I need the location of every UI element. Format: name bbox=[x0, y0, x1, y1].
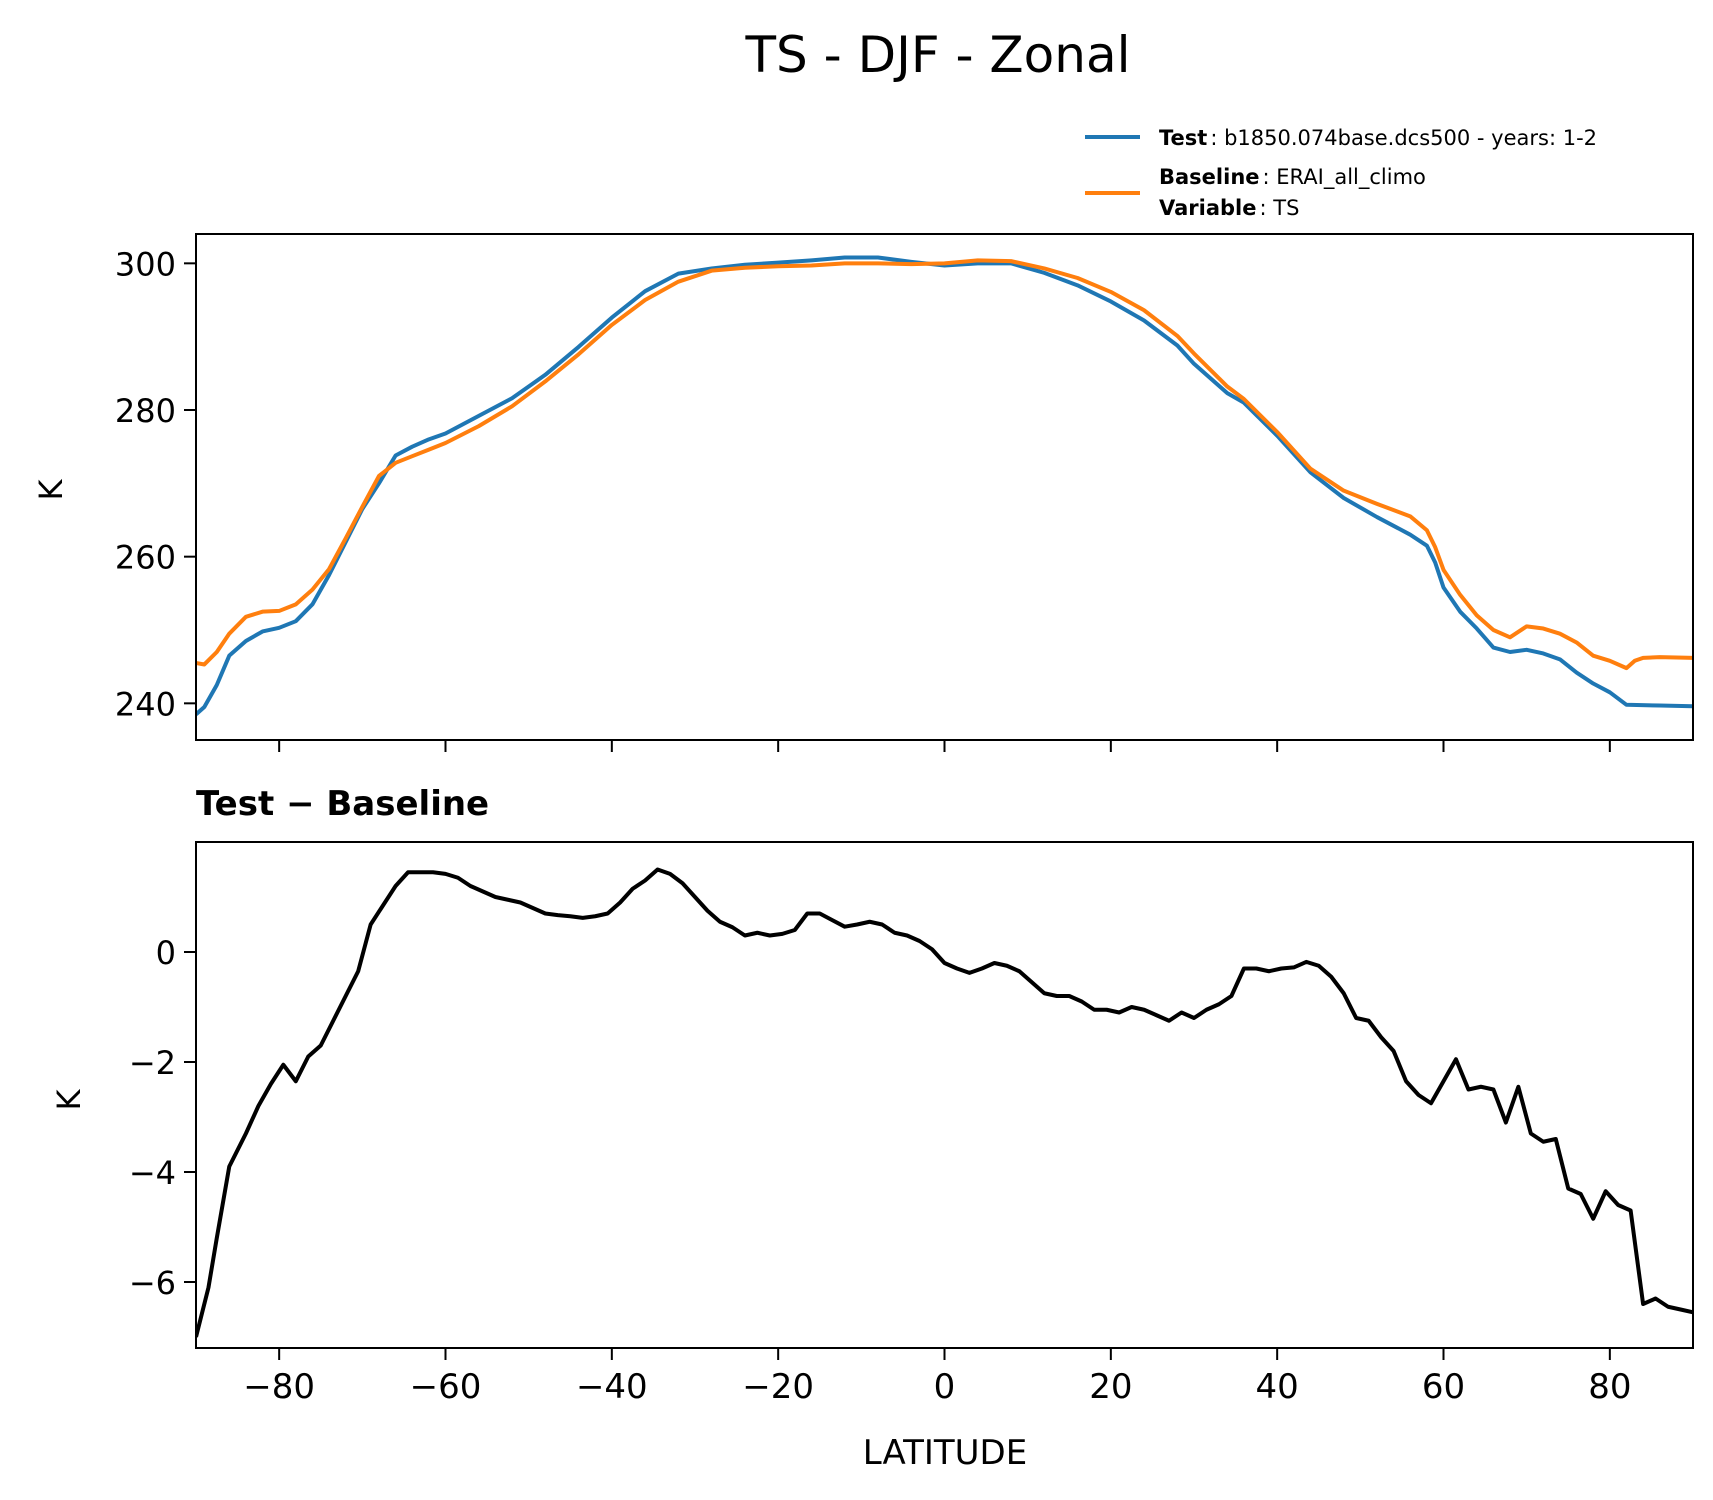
x-tick-label: 40 bbox=[1256, 1367, 1299, 1407]
top-ylabel: K bbox=[32, 478, 70, 500]
legend-baseline-value: : ERAI_all_climo bbox=[1263, 165, 1426, 190]
x-tick-label: 60 bbox=[1422, 1367, 1465, 1407]
svg-text:Variable: TS: Variable: TS bbox=[1159, 196, 1299, 220]
legend-test-value: : b1850.074base.dcs500 - years: 1-2 bbox=[1210, 126, 1597, 150]
y-tick-label: 240 bbox=[115, 685, 176, 723]
legend-test-key: Test bbox=[1159, 126, 1207, 150]
svg-text:Baseline: ERAI_all_climo: Baseline: ERAI_all_climo bbox=[1159, 165, 1426, 190]
y-tick-label: 260 bbox=[115, 539, 176, 577]
top-panel: 240 260 280 300 bbox=[115, 233, 1694, 752]
y-tick-label: −2 bbox=[129, 1044, 176, 1082]
svg-text:Test: b1850.074base.dcs500 - y: Test: b1850.074base.dcs500 - years: 1-2 bbox=[1159, 126, 1597, 150]
y-tick-label: −6 bbox=[129, 1264, 176, 1302]
bottom-title: Test − Baseline bbox=[196, 784, 489, 824]
x-tick-label: −20 bbox=[742, 1367, 814, 1407]
bottom-ylabel: K bbox=[50, 1088, 88, 1110]
figure-title: TS - DJF - Zonal bbox=[744, 26, 1130, 84]
x-tick-label: −80 bbox=[243, 1367, 315, 1407]
legend-variable-key: Variable bbox=[1159, 196, 1256, 220]
legend-baseline-key: Baseline bbox=[1159, 165, 1260, 189]
plot-frame bbox=[195, 841, 1694, 1349]
x-tick-label: 20 bbox=[1089, 1367, 1132, 1407]
x-tick-label: 80 bbox=[1588, 1367, 1631, 1407]
x-tick-label: −60 bbox=[410, 1367, 482, 1407]
legend: Test: b1850.074base.dcs500 - years: 1-2 … bbox=[1085, 126, 1597, 220]
y-tick-label: −4 bbox=[129, 1154, 176, 1192]
bottom-panel: −80 −60 −40 −20 0 20 40 60 80−6−4−20 bbox=[129, 841, 1694, 1407]
plot-frame bbox=[195, 233, 1694, 741]
y-tick-label: 300 bbox=[115, 245, 176, 283]
y-tick-label: 280 bbox=[115, 392, 176, 430]
test-series-line bbox=[196, 255, 1693, 716]
x-tick-label: 0 bbox=[934, 1367, 956, 1407]
y-tick-label: 0 bbox=[156, 934, 176, 972]
legend-variable-value: : TS bbox=[1259, 196, 1299, 220]
baseline-series-line bbox=[196, 258, 1693, 671]
difference-series-line bbox=[196, 867, 1693, 1338]
bottom-xlabel: LATITUDE bbox=[863, 1433, 1027, 1473]
x-tick-label: −40 bbox=[576, 1367, 648, 1407]
